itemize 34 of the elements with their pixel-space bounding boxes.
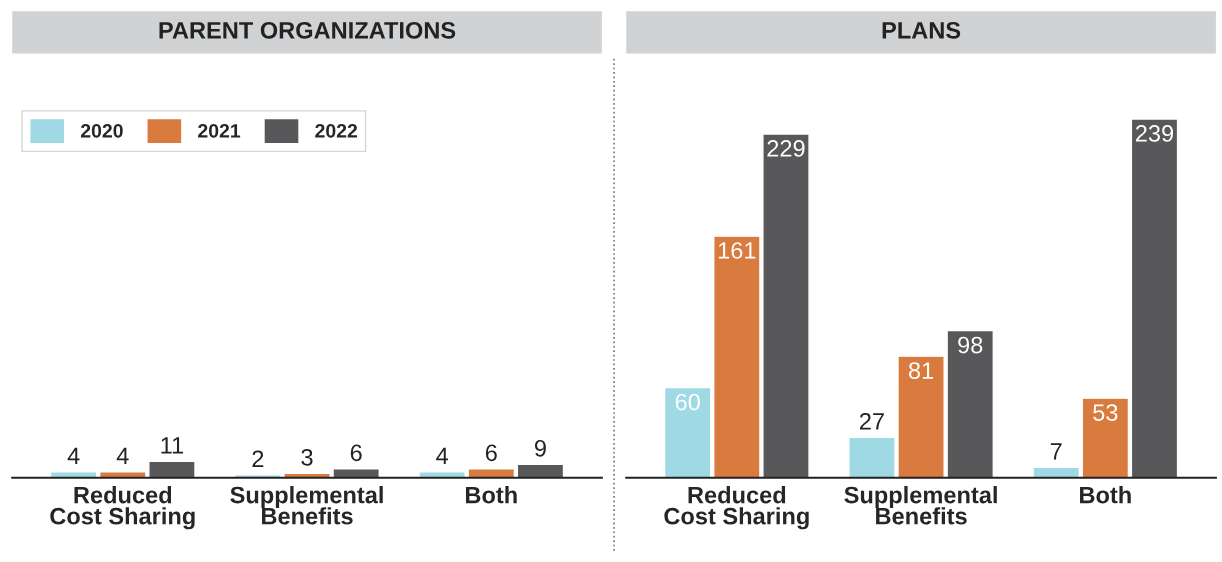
chart-title: PARENT ORGANIZATIONS: [159, 21, 456, 39]
data-label: 4: [436, 447, 449, 464]
bar: [1081, 397, 1130, 478]
data-label: 27: [860, 412, 884, 430]
data-label: 60: [675, 393, 700, 411]
x-tick-label: Supplemental Benefits: [844, 486, 997, 525]
data-label: 2: [252, 450, 264, 467]
data-label: 6: [485, 444, 497, 462]
data-label: 98: [958, 336, 983, 354]
chart-title: PLANS: [882, 21, 961, 39]
legend-label: 2020: [80, 123, 123, 138]
x-tick-label: Both: [1080, 486, 1131, 504]
data-label: 229: [767, 140, 805, 157]
data-label: 239: [1135, 125, 1174, 142]
bar: [516, 463, 565, 478]
data-label: 161: [718, 242, 756, 259]
data-label: 3: [301, 448, 313, 466]
x-tick-label: Both: [465, 486, 517, 504]
data-label: 81: [908, 362, 934, 379]
legend-label: 2022: [315, 123, 358, 138]
data-label: 9: [534, 439, 546, 457]
data-label: 11: [161, 437, 184, 454]
x-tick-label: Reduced Cost Sharing: [664, 486, 809, 530]
bar: [1130, 118, 1179, 478]
x-tick-label: Supplemental Benefits: [230, 486, 383, 525]
bar: [1032, 466, 1080, 478]
bar: [663, 386, 712, 478]
data-label: 4: [116, 447, 129, 464]
data-label: 53: [1093, 404, 1118, 421]
data-label: 7: [1050, 443, 1062, 460]
x-tick-label: Reduced Cost Sharing: [50, 486, 195, 530]
data-label: 4: [67, 447, 80, 464]
legend-label: 2021: [198, 123, 241, 138]
data-label: 6: [350, 444, 362, 462]
